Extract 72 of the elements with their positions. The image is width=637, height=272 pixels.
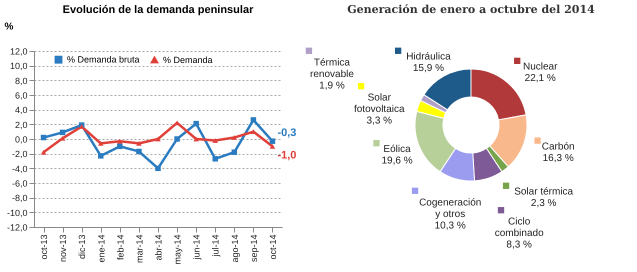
x-tick-label: ago-14 <box>230 234 240 263</box>
x-tick-label: mar-14 <box>134 234 144 264</box>
x-tick-label: may-14 <box>172 234 183 265</box>
x-tick-label: feb-14 <box>115 234 126 260</box>
y-tick-label: -6,0 <box>12 178 28 188</box>
x-tick-label: abr-14 <box>154 234 164 261</box>
point <box>60 130 66 136</box>
data-label: 1,9 % <box>319 80 345 92</box>
x-tick-label: sep-14 <box>248 234 259 262</box>
data-label: 3,3 % <box>366 116 392 127</box>
legend-label: % Demanda <box>163 54 213 65</box>
legend-label: Carbón <box>542 141 575 152</box>
point <box>193 120 199 126</box>
point <box>117 144 123 150</box>
point <box>98 153 104 159</box>
y-tick-label: 6,0 <box>14 90 28 100</box>
legend-label: Nuclear <box>522 62 558 73</box>
point <box>212 138 218 143</box>
data-label: 16,3 % <box>542 152 574 164</box>
point <box>193 136 199 142</box>
y-tick-label: 8,0 <box>14 76 28 86</box>
point <box>136 148 142 154</box>
legend-label: Eólica <box>383 144 412 155</box>
point <box>232 135 238 140</box>
point <box>250 117 256 123</box>
point <box>270 144 276 149</box>
point <box>270 138 276 144</box>
y-tick-label: -4,0 <box>12 164 28 174</box>
x-tick-label: jun-14 <box>192 234 202 261</box>
x-tick-label: oct-14 <box>268 234 278 260</box>
data-label: 19,6 % <box>381 155 413 166</box>
point <box>155 136 161 142</box>
data-label: 15,9 % <box>412 63 444 74</box>
x-tick-label: jul-14 <box>210 234 221 258</box>
data-label: 10,3 % <box>434 220 466 232</box>
data-label: 22,1 % <box>524 73 556 84</box>
point <box>232 149 238 155</box>
y-tick-label: 2,0 <box>14 120 28 130</box>
legend-label: Cogeneración y otros <box>419 197 482 220</box>
y-tick-label: -12,0 <box>6 222 28 232</box>
x-tick-label: oct-13 <box>39 234 50 260</box>
x-tick-label: ene-14 <box>96 234 106 263</box>
point <box>155 166 161 172</box>
y-axis-title: % <box>4 22 14 32</box>
y-tick-label: 4,0 <box>14 105 28 116</box>
point <box>40 134 46 140</box>
point <box>40 150 46 155</box>
point <box>174 136 180 142</box>
y-tick-label: 12,0 <box>10 46 28 56</box>
point <box>117 138 123 144</box>
chart-title: Generación de enero a octubre del 2014 <box>347 3 596 16</box>
legend-label: % Demanda bruta <box>67 54 140 65</box>
legend-label: Hidráulica <box>406 52 452 63</box>
x-tick-label: dic-13 <box>77 234 88 260</box>
x-tick-label: nov-13 <box>58 234 68 262</box>
chart-title: Evolución de la demanda peninsular <box>62 4 254 16</box>
data-label: -1,0 <box>277 149 296 162</box>
legend-label: Ciclo combinado <box>494 216 544 240</box>
y-tick-label: 0,0 <box>14 134 28 144</box>
point <box>136 141 142 146</box>
legend-label: Térmica renovable <box>310 57 354 80</box>
point <box>212 156 218 162</box>
point <box>98 141 104 146</box>
data-label: -0,3 <box>277 127 296 140</box>
y-tick-label: 10,0 <box>10 61 28 72</box>
legend-label: Solar fotovoltaica <box>354 92 405 116</box>
data-label: 2,3 % <box>530 198 557 210</box>
y-tick-label: -8,0 <box>12 193 28 204</box>
legend-label: Solar térmica <box>514 186 574 198</box>
data-label: 8,3 % <box>506 240 532 251</box>
y-tick-label: -2,0 <box>12 149 28 160</box>
y-tick-label: -10,0 <box>6 208 28 218</box>
